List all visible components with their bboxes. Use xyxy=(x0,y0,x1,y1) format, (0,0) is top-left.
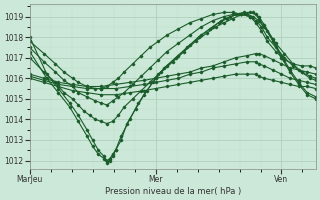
X-axis label: Pression niveau de la mer( hPa ): Pression niveau de la mer( hPa ) xyxy=(105,187,241,196)
